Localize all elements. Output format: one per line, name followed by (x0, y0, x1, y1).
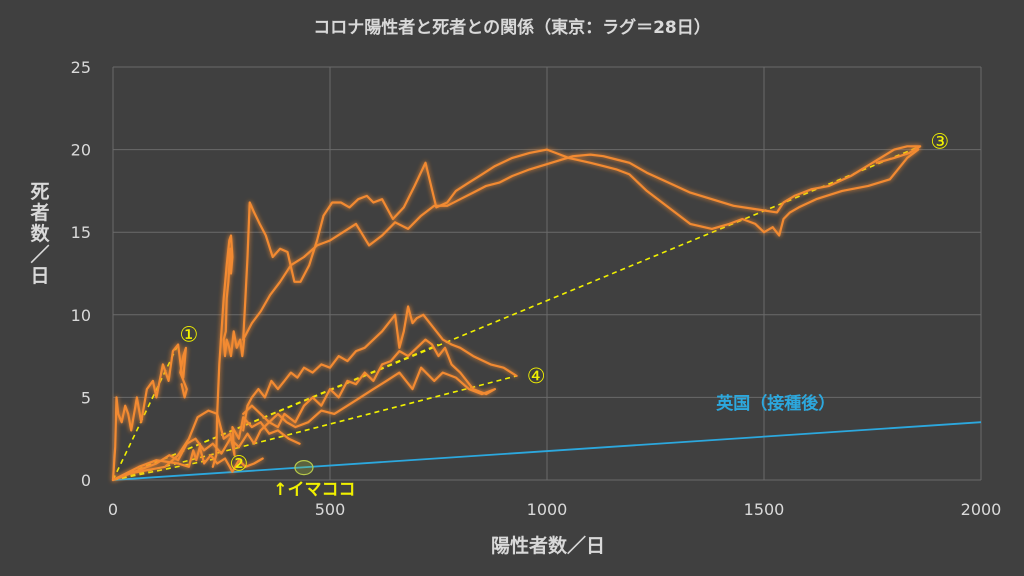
y-tick-label: 0 (81, 471, 91, 490)
guide-line (112, 375, 517, 481)
guide-line (112, 344, 179, 481)
x-tick-label: 1500 (744, 500, 785, 519)
y-tick-label: 15 (71, 223, 91, 242)
y-axis-label: 死者数／日 (30, 181, 50, 287)
tokyo-trajectory-segment (111, 445, 264, 482)
axis-ticks: 0 5 10 15 20 25 0 500 1000 1500 2000 (71, 58, 1002, 519)
annotations: 英国（接種後） ↑イマココ ① ② ③ ④ (180, 129, 950, 500)
x-tick-label: 1000 (527, 500, 568, 519)
guide-number-label: ① (180, 323, 199, 347)
y-tick-label: 20 (71, 141, 91, 160)
x-tick-label: 500 (315, 500, 346, 519)
y-tick-label: 25 (71, 58, 91, 77)
tokyo-trajectory-segment (242, 148, 920, 341)
tokyo-trajectory-segment (211, 234, 246, 468)
x-tick-label: 0 (108, 500, 118, 519)
uk-series-line (112, 421, 982, 481)
guide-number-label: ④ (527, 364, 546, 388)
y-tick-label: 10 (71, 306, 91, 325)
tokyo-trajectory-segment (242, 305, 518, 432)
uk-series-label: 英国（接種後） (716, 393, 835, 414)
x-tick-label: 2000 (961, 500, 1002, 519)
tokyo-series (111, 145, 922, 482)
x-axis-label: 陽性者数／日 (491, 534, 605, 557)
guide-number-label: ② (229, 451, 248, 475)
tokyo-trajectory-segment (242, 145, 922, 341)
uk-series (112, 421, 982, 481)
current-point-marker (294, 460, 314, 476)
current-marker (294, 460, 314, 476)
guide-number-label: ③ (930, 129, 949, 153)
current-position-label: ↑イマココ (273, 480, 355, 500)
chart-title: コロナ陽性者と死者との関係（東京：ラグ＝28日） (313, 17, 711, 38)
tokyo-trajectory-segment (111, 338, 496, 482)
y-tick-label: 5 (81, 388, 91, 407)
tokyo-trajectory-segment (111, 343, 188, 482)
